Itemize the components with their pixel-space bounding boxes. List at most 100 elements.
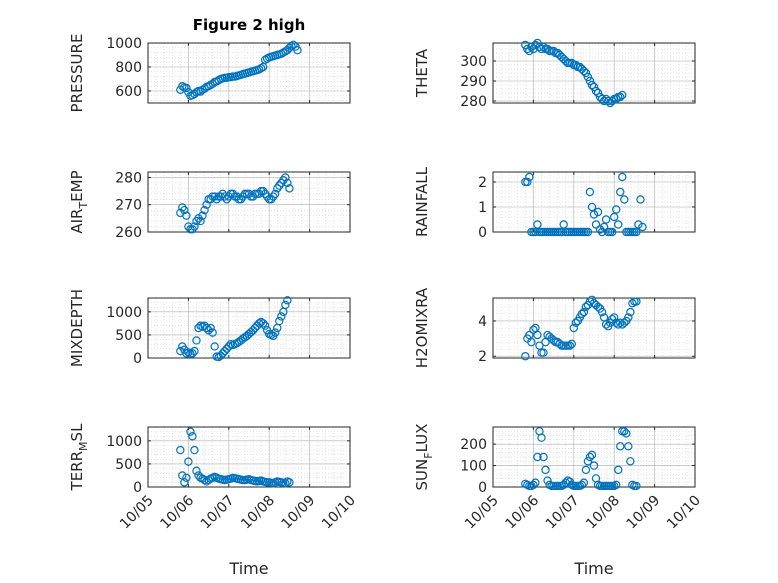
data-point <box>599 96 609 106</box>
data-point <box>190 222 199 231</box>
data-point <box>632 227 641 237</box>
data-point <box>543 476 552 485</box>
data-point <box>591 86 601 96</box>
data-point <box>587 80 597 90</box>
data-point <box>521 352 530 361</box>
data-point <box>624 442 633 451</box>
subplot-air-temp: 260 270 280 AIRTEMP <box>68 170 351 241</box>
data-point <box>626 307 635 317</box>
data-point <box>585 76 595 86</box>
data-point <box>527 337 536 347</box>
data-point <box>281 479 290 488</box>
data-point <box>539 42 548 52</box>
data-point <box>616 92 625 102</box>
data-point <box>581 302 591 312</box>
y-tick-label: 300 <box>460 54 487 70</box>
y-axis-label: SUNFLUX <box>413 424 435 491</box>
axes-box <box>147 297 351 359</box>
data-point <box>531 478 540 487</box>
data-point <box>535 42 544 52</box>
y-tick-label: 280 <box>460 94 487 110</box>
data-point <box>525 172 534 182</box>
data-point <box>176 445 185 455</box>
data-point <box>628 299 637 308</box>
data-point <box>281 173 290 182</box>
data-point <box>610 313 619 322</box>
data-point <box>521 40 530 50</box>
data-point <box>549 46 558 56</box>
data-point <box>208 328 217 337</box>
y-tick-label: 2 <box>478 349 487 365</box>
data-point <box>577 480 587 490</box>
data-point <box>192 466 201 476</box>
data-point <box>287 41 296 51</box>
data-point <box>182 83 191 93</box>
y-tick-label: 1 <box>478 200 487 216</box>
y-axis-label: MIXDEPTH <box>68 289 86 367</box>
data-point <box>581 465 591 475</box>
y-tick-label: 1000 <box>106 434 142 450</box>
data-point <box>620 318 629 327</box>
axes-box <box>492 171 696 233</box>
x-tick-label: 10/08 <box>238 493 278 533</box>
data-point <box>254 65 264 74</box>
data-point <box>182 211 191 220</box>
data-point <box>632 297 641 306</box>
data-point <box>581 68 591 78</box>
data-point <box>260 321 270 330</box>
data-point <box>549 336 558 345</box>
data-point <box>188 432 197 441</box>
y-tick-label: 0 <box>133 351 142 367</box>
subplot-mixdepth: 0 500 1000 MIXDEPTH <box>68 289 351 367</box>
data-point <box>614 320 623 329</box>
data-point <box>533 330 542 340</box>
data-point <box>583 227 593 237</box>
data-point <box>188 349 197 358</box>
data-point <box>527 42 536 52</box>
data-point <box>281 300 290 310</box>
data-point <box>577 309 587 319</box>
data-point <box>182 473 191 482</box>
data-point <box>523 177 532 187</box>
y-tick-label: 1000 <box>106 36 142 52</box>
data-point <box>208 79 217 89</box>
data-point <box>529 325 538 334</box>
data-point <box>597 307 607 317</box>
data-point <box>579 66 589 76</box>
data-point <box>543 44 552 54</box>
y-axis-label: TERRMSL <box>68 423 90 492</box>
data-point <box>180 478 189 487</box>
data-point <box>557 227 566 237</box>
data-point <box>210 342 219 351</box>
data-point <box>258 319 268 328</box>
axes-box <box>147 426 351 488</box>
data-point <box>178 81 187 91</box>
data-point <box>618 90 627 100</box>
data-point <box>200 205 209 215</box>
data-point <box>529 44 538 54</box>
data-point <box>622 429 631 438</box>
axes-box <box>147 171 351 233</box>
x-tick-label: 10/06 <box>502 492 542 532</box>
data-point <box>200 475 209 485</box>
data-point <box>593 88 603 98</box>
data-point <box>593 207 603 217</box>
data-point <box>555 339 564 349</box>
data-point <box>537 44 546 54</box>
y-axis-label: PRESSURE <box>68 34 86 113</box>
x-tick-label: 10/06 <box>157 492 197 532</box>
y-tick-label: 0 <box>133 480 142 496</box>
x-tick-label: 10/08 <box>583 493 623 533</box>
data-point <box>186 427 195 436</box>
data-point <box>561 56 570 66</box>
data-point <box>204 326 213 335</box>
axes-box <box>147 42 351 104</box>
data-point <box>620 427 629 436</box>
data-point <box>531 227 540 237</box>
data-point <box>591 220 601 229</box>
data-point <box>579 307 589 317</box>
x-tick-label: 10/10 <box>664 493 704 533</box>
data-point <box>525 46 534 56</box>
y-tick-label: 800 <box>115 60 142 76</box>
